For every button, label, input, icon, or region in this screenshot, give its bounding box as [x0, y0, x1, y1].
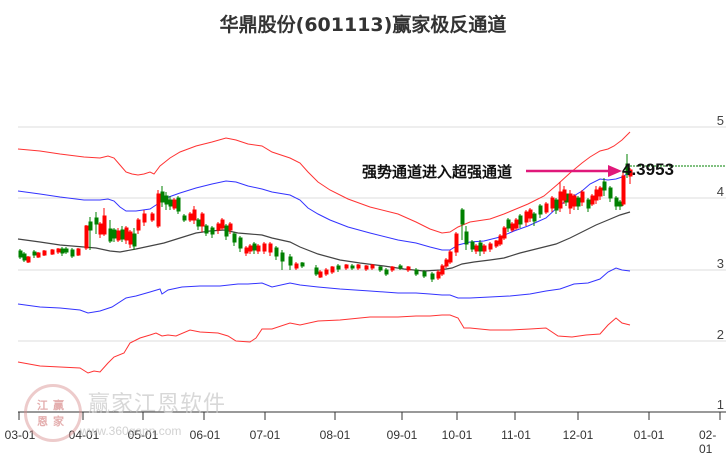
- x-tick-label: 08-01: [319, 428, 351, 442]
- x-tick-label: 04-01: [68, 428, 100, 442]
- chart-title: 华鼎股份(601113)赢家极反通道: [219, 14, 507, 36]
- y-tick-3: 3: [716, 256, 724, 271]
- upper-outer-band: [17, 131, 631, 234]
- channel-annotation: 强势通道进入超强通道: [362, 163, 513, 181]
- x-tick-label: 09-01: [386, 428, 418, 442]
- y-tick-5: 5: [716, 113, 724, 128]
- last-value-label: 4.3953: [622, 160, 674, 179]
- x-tick-label: 10-01: [441, 428, 473, 442]
- x-tick-label: 03-01: [4, 428, 36, 442]
- lower-outer-band: [17, 314, 631, 374]
- x-tick-label: 07-01: [249, 428, 281, 442]
- x-tick-label: 06-01: [189, 428, 221, 442]
- y-tick-4: 4: [716, 184, 724, 199]
- candlesticks: [18, 154, 633, 282]
- x-tick-label: 05-01: [127, 428, 159, 442]
- x-tick-label: 12-01: [562, 428, 594, 442]
- lower-inner-band: [17, 267, 631, 314]
- x-tick-label: 01-01: [633, 428, 665, 442]
- watermark-brand: 赢家江恩软件: [88, 392, 227, 417]
- x-axis: [18, 411, 726, 420]
- annotation-arrow: [526, 165, 622, 177]
- watermark-url: www.360gann.com: [80, 424, 182, 438]
- y-tick-1: 1: [716, 397, 724, 412]
- y-tick-2: 2: [716, 327, 724, 342]
- watermark-logo-icon: 江 赢 恩 家: [24, 384, 82, 442]
- middle-line: [17, 211, 631, 272]
- x-tick-label: 11-01: [501, 428, 531, 442]
- x-tick-label: 02-01: [699, 428, 717, 456]
